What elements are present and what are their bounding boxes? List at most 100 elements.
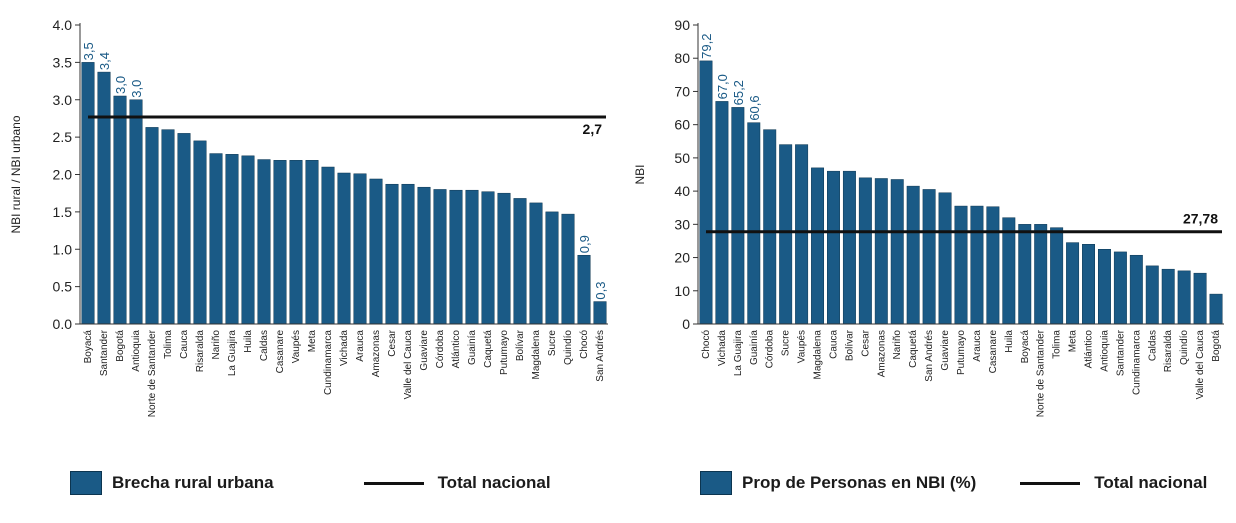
bar (305, 160, 319, 325)
bar (353, 173, 367, 325)
y-tick-label: 20 (674, 250, 690, 266)
x-tick-label: Atlántico (1084, 330, 1095, 369)
x-tick-label: Norte de Santander (147, 329, 158, 417)
x-tick-label: Meta (1068, 330, 1079, 353)
legend-line-swatch (363, 481, 424, 485)
bar (954, 205, 968, 325)
y-tick-label: 1.0 (53, 241, 73, 257)
chart-svg-left: NBI rural / NBI urbano 0.0 0.5 1.0 1.5 2.0 2.5… (9, 17, 608, 417)
x-tick-label: San Andrés (595, 330, 606, 382)
bar (1193, 272, 1207, 325)
bar (1113, 251, 1127, 325)
bar (922, 189, 936, 325)
x-tick-label: Santander (1115, 329, 1126, 376)
y-tick-label: 50 (674, 150, 690, 166)
bar (161, 129, 175, 325)
x-tick-label: Antioquia (1099, 330, 1110, 372)
x-tick-label: Nariño (892, 330, 903, 360)
legend-line-label: Total nacional (1094, 473, 1208, 492)
bar (257, 159, 271, 325)
y-tick-label: 3.0 (53, 92, 73, 108)
x-tick-label: Cesar (387, 329, 398, 356)
x-tick-label: Tolima (1052, 330, 1063, 359)
x-tick-label: Boyacá (83, 330, 94, 364)
legend-bar-label: Prop de Personas en NBI (%) (742, 473, 977, 492)
x-tick-label: Cesar (860, 329, 871, 356)
bar (1018, 224, 1032, 325)
x-tick-label: Risaralda (1163, 330, 1174, 373)
data-label: 65,2 (731, 80, 746, 105)
data-label: 3,0 (113, 76, 128, 94)
x-tick-label: Sucre (547, 330, 558, 357)
x-tick-label: Putumayo (956, 330, 967, 375)
x-tick-label: Meta (307, 330, 318, 353)
x-tick-label: Arauca (355, 330, 366, 362)
chart-brecha-rural-urbana: NBI rural / NBI urbano 0.0 0.5 1.0 1.5 2.0 2.5… (9, 17, 608, 498)
x-tick-label: Cauca (179, 330, 190, 359)
legend-line-label: Total nacional (437, 473, 551, 492)
x-tick-label: Valle del Cauca (403, 330, 414, 400)
reference-line-label: 27,78 (1183, 211, 1218, 227)
bar (763, 129, 777, 325)
chart-prop-personas-nbi: NBI 0 10 20 30 40 50 60 70 80 90 Chocó Vichada La Gua… (618, 0, 1236, 523)
y-tick-label: 60 (674, 117, 690, 133)
x-tick-label: Huila (1004, 330, 1015, 353)
x-tick-label: Vaupés (797, 330, 808, 363)
bar (241, 155, 255, 325)
x-tick-label: Cundinamarca (1131, 330, 1142, 395)
bar (1209, 293, 1223, 325)
bar (273, 160, 287, 325)
bar (561, 213, 575, 325)
legend-right: Prop de Personas en NBI (%) Total nacion… (700, 468, 1207, 498)
bar (369, 178, 383, 325)
bar (593, 301, 607, 325)
x-tick-label: Magdalena (531, 330, 542, 380)
x-tick-label: Guaviare (419, 330, 430, 371)
data-label: 0,3 (593, 281, 608, 299)
bar (145, 127, 159, 325)
reference-line-label: 2,7 (583, 121, 603, 137)
x-tick-label: Quindío (563, 330, 574, 365)
x-tick-label: Córdoba (765, 330, 776, 369)
y-axis-label: NBI rural / NBI urbano (9, 115, 23, 233)
bar (449, 189, 463, 325)
x-tick-label: Boyacá (1020, 330, 1031, 364)
bar (337, 172, 351, 325)
bar (970, 205, 984, 325)
legend-left: Brecha rural urbana Total nacional (70, 468, 551, 498)
x-tick-label: Quindío (1179, 330, 1190, 365)
bar (890, 179, 904, 325)
bar (747, 122, 761, 325)
bar (417, 186, 431, 325)
x-tick-label: Amazonas (876, 330, 887, 377)
x-tick-label: Magdalena (813, 330, 824, 380)
y-tick-label: 0 (682, 316, 690, 332)
y-tick-label: 0.5 (53, 279, 73, 295)
x-tick-label: Córdoba (435, 330, 446, 369)
y-tick-label: 30 (674, 216, 690, 232)
data-label: 0,9 (577, 235, 592, 253)
x-tick-label: Norte de Santander (1036, 329, 1047, 417)
bar (193, 140, 207, 325)
bar (986, 206, 1000, 325)
x-tick-label: Caldas (1147, 330, 1158, 361)
bar (1161, 268, 1175, 325)
y-tick-label: 40 (674, 183, 690, 199)
x-tick-label: Antioquia (131, 330, 142, 372)
bar (433, 189, 447, 325)
y-tick-label: 1.5 (53, 204, 73, 220)
bar (1066, 242, 1080, 325)
x-tick-label: Caquetá (908, 330, 919, 368)
bar (321, 166, 335, 325)
x-tick-label: San Andrés (924, 330, 935, 382)
bar (497, 192, 511, 325)
x-tick-label: Cauca (828, 330, 839, 359)
x-tick-label: Chocó (579, 330, 590, 359)
bar (209, 153, 223, 325)
bar (1082, 244, 1095, 325)
x-tick-label: Santander (99, 329, 110, 376)
x-tick-label: Caquetá (483, 330, 494, 368)
bar (81, 62, 95, 325)
x-tick-label: Vichada (717, 330, 728, 366)
legend-bar-swatch (700, 471, 732, 495)
